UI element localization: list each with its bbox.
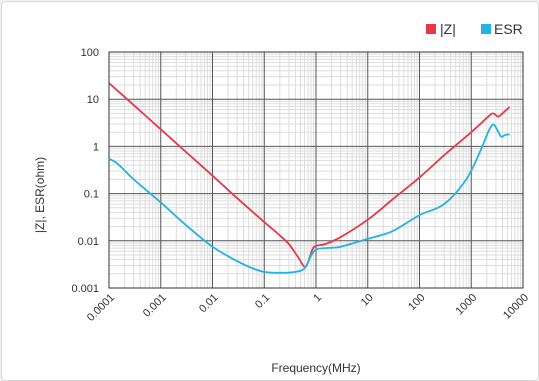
x-tick-label: 100 (406, 292, 427, 313)
major-gridlines (109, 52, 523, 288)
legend-label-esr: ESR (494, 21, 523, 37)
legend-label-z: |Z| (440, 21, 456, 37)
series-line-esr (108, 123, 510, 274)
y-tick-label: 0.001 (71, 283, 99, 295)
legend-swatch-z (426, 24, 436, 34)
plot-frame (108, 51, 524, 289)
y-tick-label: 100 (81, 47, 99, 59)
legend: |Z| ESR (426, 21, 523, 37)
series-layer (108, 82, 511, 274)
x-tick-label: 10 (359, 292, 376, 309)
x-axis-label: Frequency(MHz) (271, 361, 360, 375)
x-tick-label: 0.1 (253, 292, 272, 311)
x-tick-label: 0.0001 (85, 292, 117, 324)
x-tick-labels: 0.0001 0.001 0.01 0.1 1 10 100 1000 10000 (85, 292, 531, 324)
y-tick-label: 10 (87, 94, 99, 106)
y-tick-label: 1 (93, 141, 99, 153)
x-tick-label: 0.01 (197, 292, 221, 316)
x-tick-label: 10000 (501, 292, 531, 322)
y-tick-label: 0.01 (78, 236, 99, 248)
y-tick-labels: 100 10 1 0.1 0.01 0.001 (71, 47, 99, 295)
legend-swatch-esr (481, 24, 491, 34)
x-tick-label: 1000 (454, 292, 480, 318)
x-tick-label: 1 (311, 292, 324, 305)
series-line-z (108, 82, 511, 268)
x-tick-label: 0.001 (141, 292, 169, 320)
y-axis-label: |Z|, ESR(ohm) (33, 157, 47, 233)
y-tick-label: 0.1 (84, 189, 99, 201)
